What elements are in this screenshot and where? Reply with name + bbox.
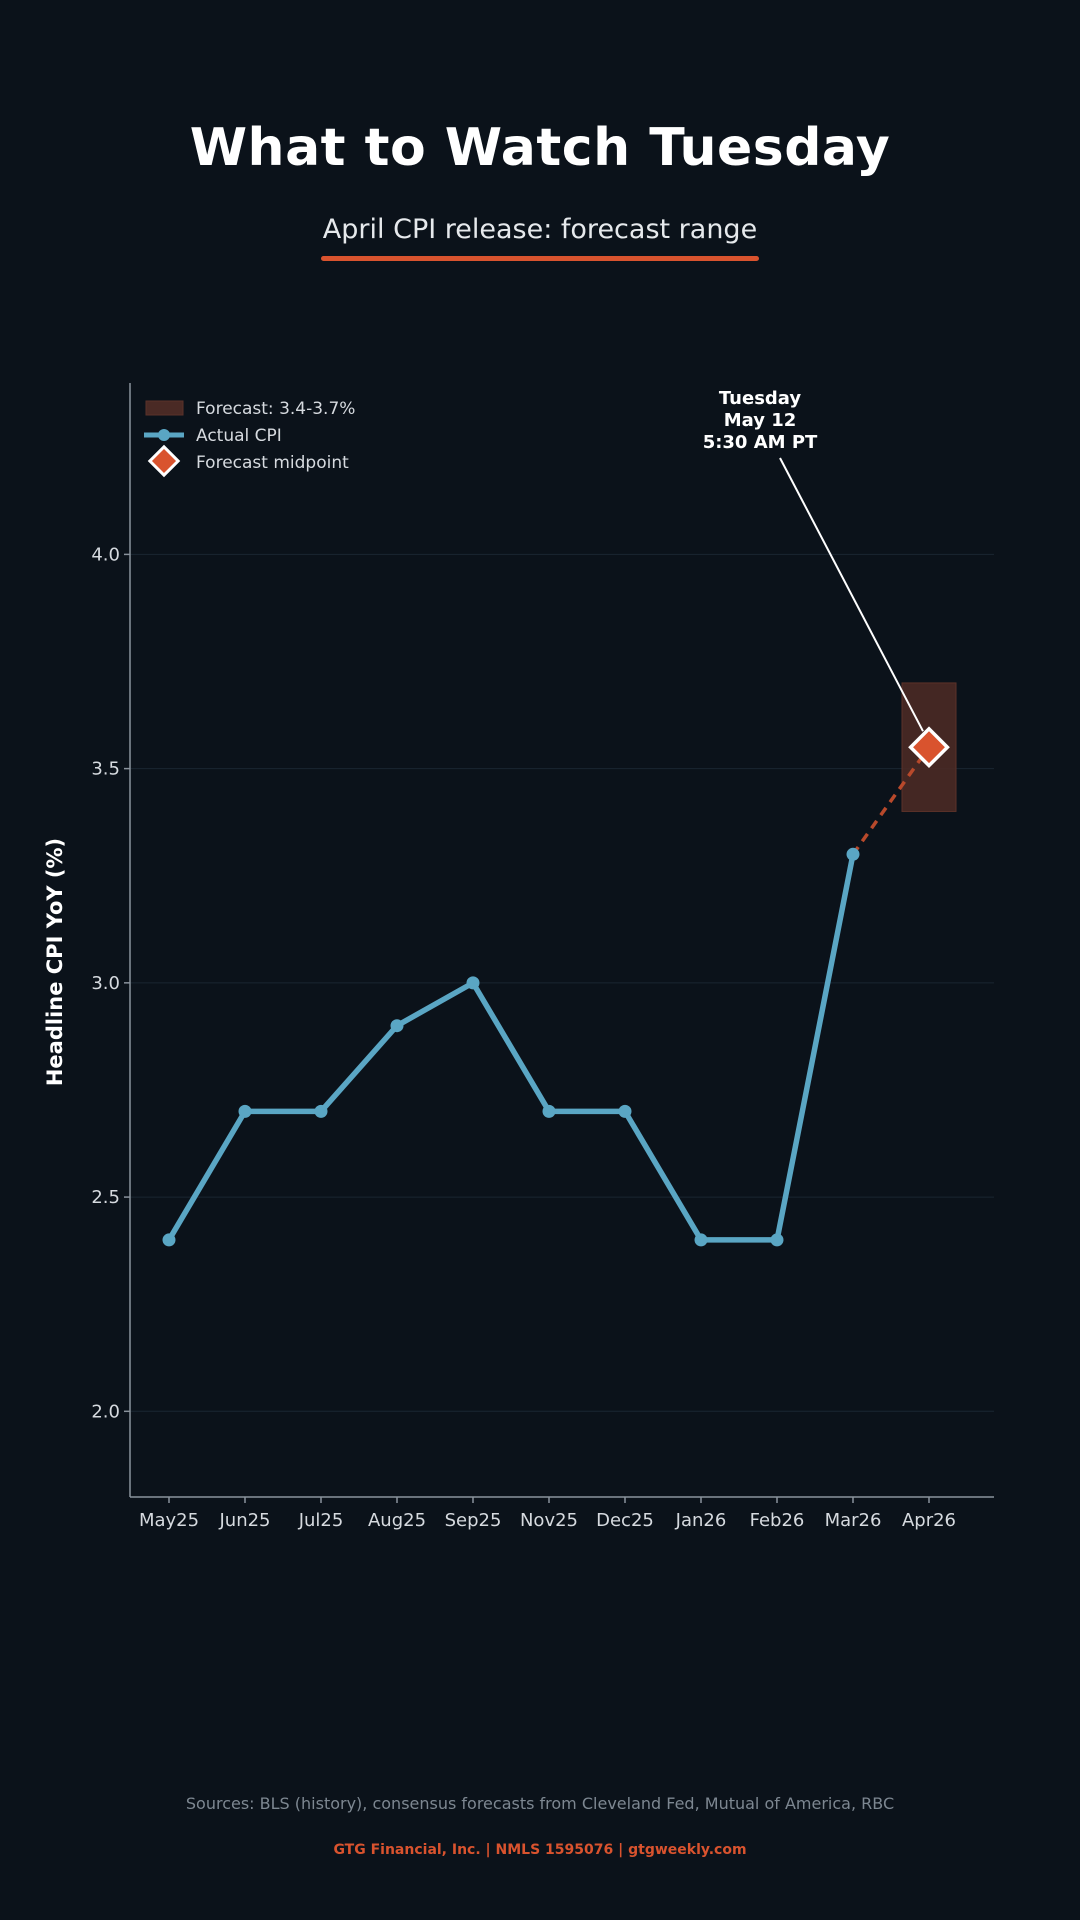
x-tick-label: Jan26 (675, 1510, 727, 1531)
forecast-connector-line (851, 746, 931, 856)
y-tick-label: 2.5 (91, 1187, 120, 1208)
x-tick-label: Jul25 (298, 1510, 344, 1531)
sources-note: Sources: BLS (history), consensus foreca… (185, 1794, 895, 1813)
legend-swatch-forecast-midpoint (147, 444, 181, 478)
x-tick-label: Nov25 (520, 1510, 578, 1531)
y-tick-labels: 2.0 2.5 3.0 3.5 4.0 (91, 544, 130, 1422)
series-layer (162, 726, 950, 1247)
actual-cpi-line (166, 851, 856, 1243)
actual-cpi-point-Nov25 (542, 1104, 556, 1118)
x-tick-labels: May25 Jun25 Jul25 Aug25 Sep25 Nov25 Dec25 Jan26… (139, 1497, 956, 1531)
legend-swatch-actual-marker (158, 429, 170, 441)
annotation-arrow (779, 457, 924, 732)
x-tick-label: Jun25 (218, 1510, 270, 1531)
legend-label-forecast-midpoint: Forecast midpoint (196, 453, 349, 473)
actual-cpi-point-Aug25 (390, 1019, 404, 1033)
y-tick-label: 4.0 (91, 544, 120, 565)
forecast-midpoint-marker (908, 726, 950, 769)
y-tick-label: 3.5 (91, 759, 120, 780)
y-tick-label: 2.0 (91, 1401, 120, 1422)
grid-lines (130, 553, 994, 1412)
actual-cpi-point-Jun25 (238, 1104, 252, 1118)
annotation-line-3: 5:30 AM PT (703, 432, 818, 453)
page-title: What to Watch Tuesday (189, 118, 891, 178)
x-tick-label: Mar26 (825, 1510, 882, 1531)
actual-cpi-point-Feb26 (770, 1233, 784, 1247)
x-tick-label: Feb26 (750, 1510, 805, 1531)
chart-legend: Forecast: 3.4-3.7% Actual CPI Forecast m… (144, 399, 355, 478)
x-tick-label: Apr26 (902, 1510, 956, 1531)
actual-cpi-point-May25 (162, 1233, 176, 1247)
page-subtitle: April CPI release: forecast range (322, 214, 758, 245)
x-tick-label: Sep25 (445, 1510, 502, 1531)
annotation-line-2: May 12 (724, 410, 797, 431)
actual-cpi-point-Sep25 (466, 976, 480, 990)
actual-cpi-point-Mar26 (846, 847, 860, 861)
actual-cpi-point-Jul25 (314, 1104, 328, 1118)
annotation-line-1: Tuesday (719, 388, 802, 409)
company-footer: GTG Financial, Inc. | NMLS 1595076 | gtg… (333, 1842, 747, 1858)
actual-cpi-point-Jan26 (694, 1233, 708, 1247)
legend-swatch-forecast-range (145, 400, 184, 416)
subtitle-underline (321, 256, 759, 261)
legend-label-forecast-range: Forecast: 3.4-3.7% (196, 399, 355, 419)
x-tick-label: May25 (139, 1510, 199, 1531)
x-tick-label: Aug25 (368, 1510, 426, 1531)
x-tick-label: Dec25 (596, 1510, 654, 1531)
legend-label-actual: Actual CPI (196, 426, 282, 446)
y-axis-label: Headline CPI YoY (%) (43, 838, 67, 1086)
y-tick-label: 3.0 (91, 973, 120, 994)
actual-cpi-point-Dec25 (618, 1104, 632, 1118)
